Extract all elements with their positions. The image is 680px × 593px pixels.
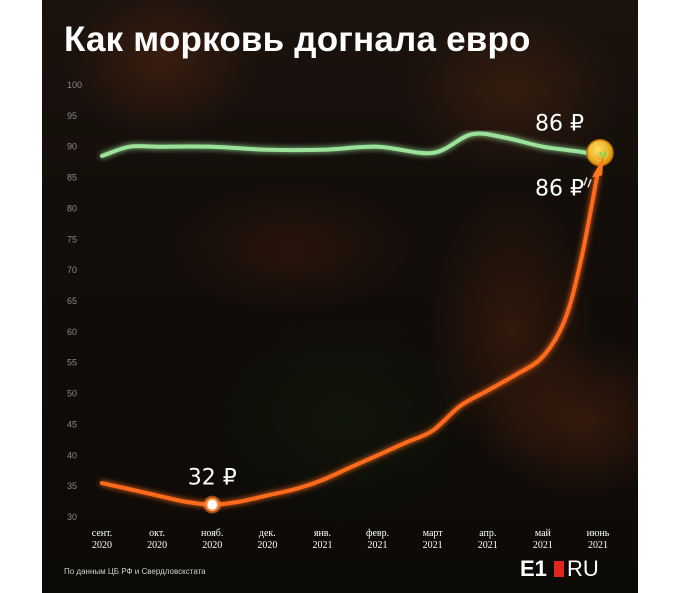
y-tick-label-85: 85 (67, 173, 77, 183)
y-tick-label-100: 100 (67, 80, 82, 90)
series-line-carrot (100, 169, 600, 507)
y-tick-label-80: 80 (67, 203, 77, 213)
x-tick-label-7: апр. 2021 (478, 528, 498, 551)
y-tick-label-45: 45 (67, 419, 77, 429)
source-note: По данным ЦБ РФ и Свердловскстата (64, 567, 206, 576)
x-tick-label-5: февр. 2021 (366, 528, 389, 551)
y-tick-label-35: 35 (67, 481, 77, 491)
annotation-group: 32 ₽ 86 ₽ 86 ₽ (188, 112, 584, 491)
x-axis: сент. 2020 окт. 2020 нояб. 2020 дек. 2020 янв. 20… (92, 528, 610, 551)
carrot-tip-icon (592, 155, 604, 178)
euro-coin-inner-icon (591, 144, 609, 162)
y-tick-label-70: 70 (67, 265, 77, 275)
y-tick-label-40: 40 (67, 450, 77, 460)
carrot-leaf-icon (599, 150, 607, 158)
y-tick-label-65: 65 (67, 296, 77, 306)
x-tick-label-9: июнь 2021 (587, 528, 610, 551)
logo-e1-text: E1 (520, 556, 547, 581)
y-tick-label-95: 95 (67, 111, 77, 121)
annotation-label-1: 86 ₽ (535, 112, 584, 137)
x-tick-label-8: май 2021 (533, 528, 553, 551)
y-tick-label-90: 90 (67, 142, 77, 152)
motion-lines-icon (583, 177, 592, 188)
x-tick-label-3: дек. 2020 (257, 528, 277, 551)
x-tick-label-2: нояб. 2020 (201, 528, 223, 551)
x-tick-label-0: сент. 2020 (92, 528, 112, 551)
y-tick-label-30: 30 (67, 512, 77, 522)
y-tick-label-60: 60 (67, 327, 77, 337)
e1-logo[interactable]: E1 RU (520, 556, 620, 582)
chart-card: Как морковь догнала евро 30 35 40 45 50 55 60 6… (42, 0, 638, 593)
x-tick-label-6: март 2021 (423, 528, 444, 551)
marks-group (203, 138, 614, 514)
x-tick-label-1: окт. 2020 (147, 528, 167, 551)
line-chart: 30 35 40 45 50 55 60 65 70 75 80 85 90 95 100 сент. 202… (67, 80, 614, 551)
min-marker (205, 497, 220, 512)
annotation-label-0: 32 ₽ (188, 466, 237, 491)
logo-red-square (554, 561, 564, 577)
annotation-label-2: 86 ₽ (535, 176, 584, 201)
series-line-euro (100, 131, 600, 162)
logo-ru-text: RU (567, 556, 599, 581)
y-tick-label-55: 55 (67, 358, 77, 368)
series-group (100, 131, 600, 507)
y-tick-label-50: 50 (67, 389, 77, 399)
chart-title: Как морковь догнала евро (64, 20, 531, 59)
x-tick-label-4: янв. 2021 (312, 528, 332, 551)
y-axis: 30 35 40 45 50 55 60 65 70 75 80 85 90 95 100 (67, 80, 82, 522)
y-tick-label-75: 75 (67, 234, 77, 244)
